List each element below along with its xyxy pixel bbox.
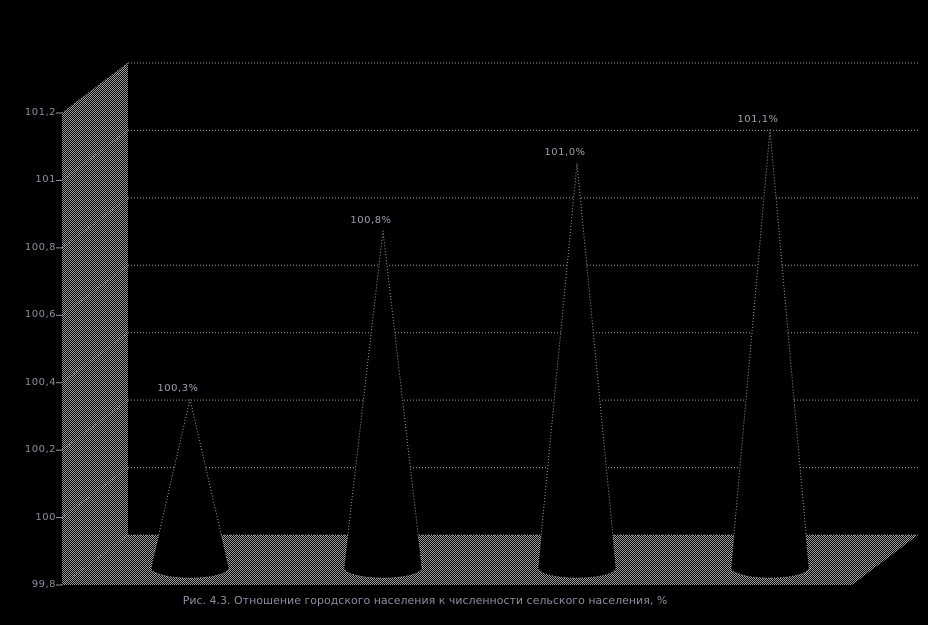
data-label: 101,1% [737, 113, 779, 125]
y-axis-tick-label: 101 [35, 174, 56, 186]
floor [62, 535, 918, 585]
side-gridline [61, 534, 129, 586]
side-gridline [61, 264, 129, 316]
side-wall [62, 63, 128, 585]
data-label: 100,8% [350, 214, 392, 226]
side-gridline [61, 130, 129, 181]
data-label: 101,0% [544, 147, 586, 159]
chart-caption: Рис. 4.3. Отношение городского населения… [182, 594, 668, 607]
cone-bar [150, 399, 230, 579]
side-gridline [61, 399, 129, 451]
y-axis-tick-label: 100,2 [24, 444, 56, 456]
side-gridline [61, 467, 129, 518]
data-label: 100,3% [157, 383, 199, 395]
y-axis-tick-label: 100,6 [24, 309, 56, 321]
y-axis-tick-label: 101,2 [24, 107, 56, 118]
side-gridline [61, 62, 129, 114]
side-gridline [61, 197, 129, 249]
cone-bar [537, 163, 617, 579]
y-axis-tick-label: 100,4 [24, 376, 56, 388]
y-axis-tick-label: 100 [35, 511, 56, 523]
cone-bar [343, 230, 423, 579]
cone-bar [730, 129, 810, 579]
y-axis-tick-label: 99,8 [31, 579, 56, 590]
y-axis-tick-label: 100,8 [24, 241, 56, 253]
side-gridline [61, 332, 129, 384]
